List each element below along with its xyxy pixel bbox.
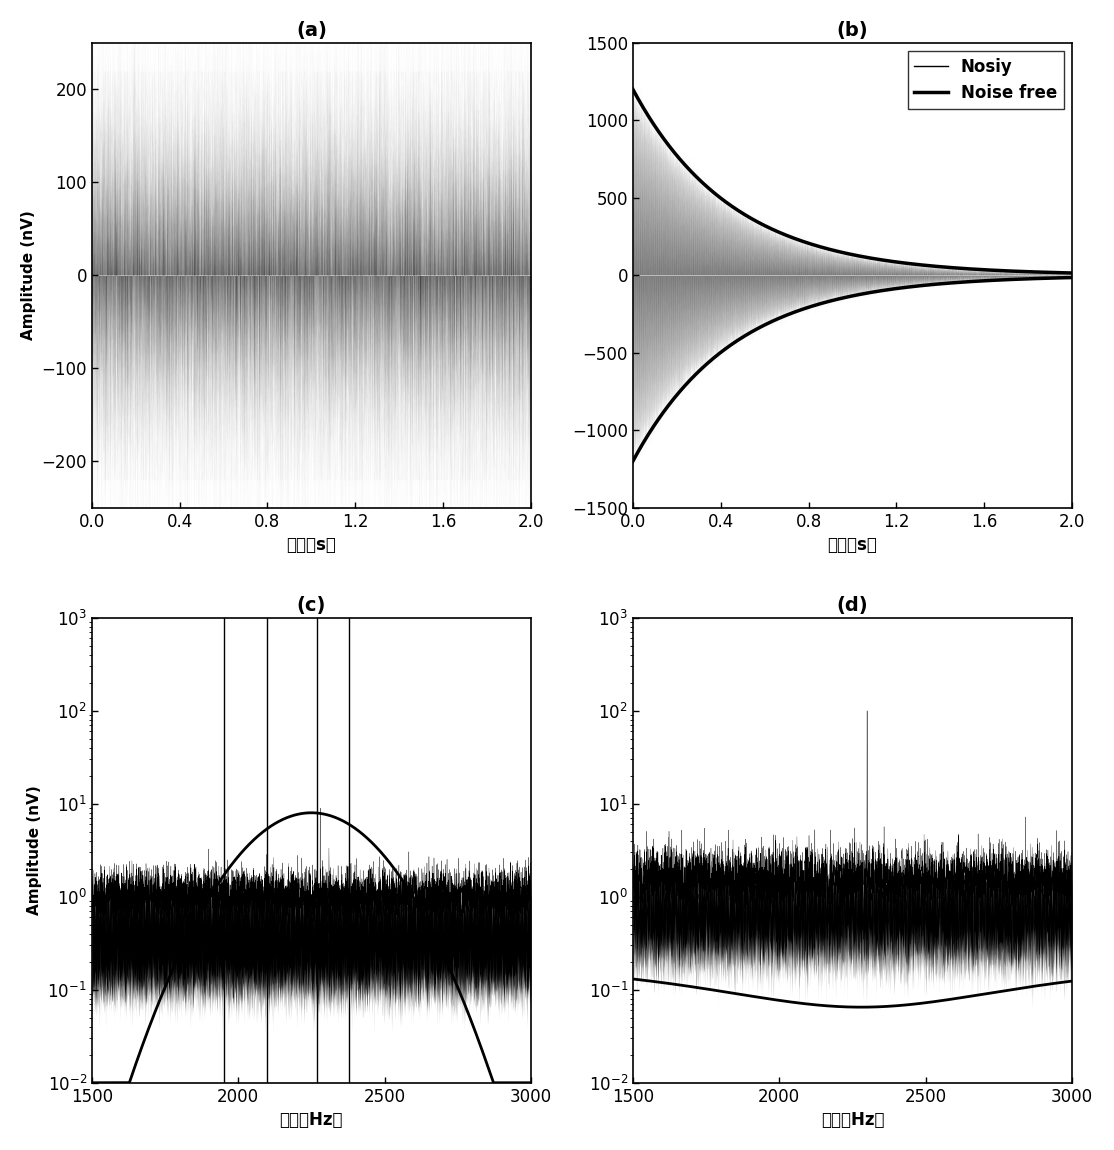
X-axis label: 频率（Hz）: 频率（Hz） (821, 1111, 885, 1129)
Title: (b): (b) (837, 21, 868, 40)
Y-axis label: Amplitude (nV): Amplitude (nV) (27, 785, 42, 915)
X-axis label: 时间（s）: 时间（s） (286, 536, 336, 554)
X-axis label: 频率（Hz）: 频率（Hz） (280, 1111, 343, 1129)
Legend: Nosiy, Noise free: Nosiy, Noise free (908, 51, 1064, 109)
Title: (a): (a) (296, 21, 326, 40)
X-axis label: 时间（s）: 时间（s） (828, 536, 878, 554)
Y-axis label: Amplitude (nV): Amplitude (nV) (21, 210, 36, 340)
Title: (c): (c) (296, 596, 326, 615)
Title: (d): (d) (837, 596, 868, 615)
